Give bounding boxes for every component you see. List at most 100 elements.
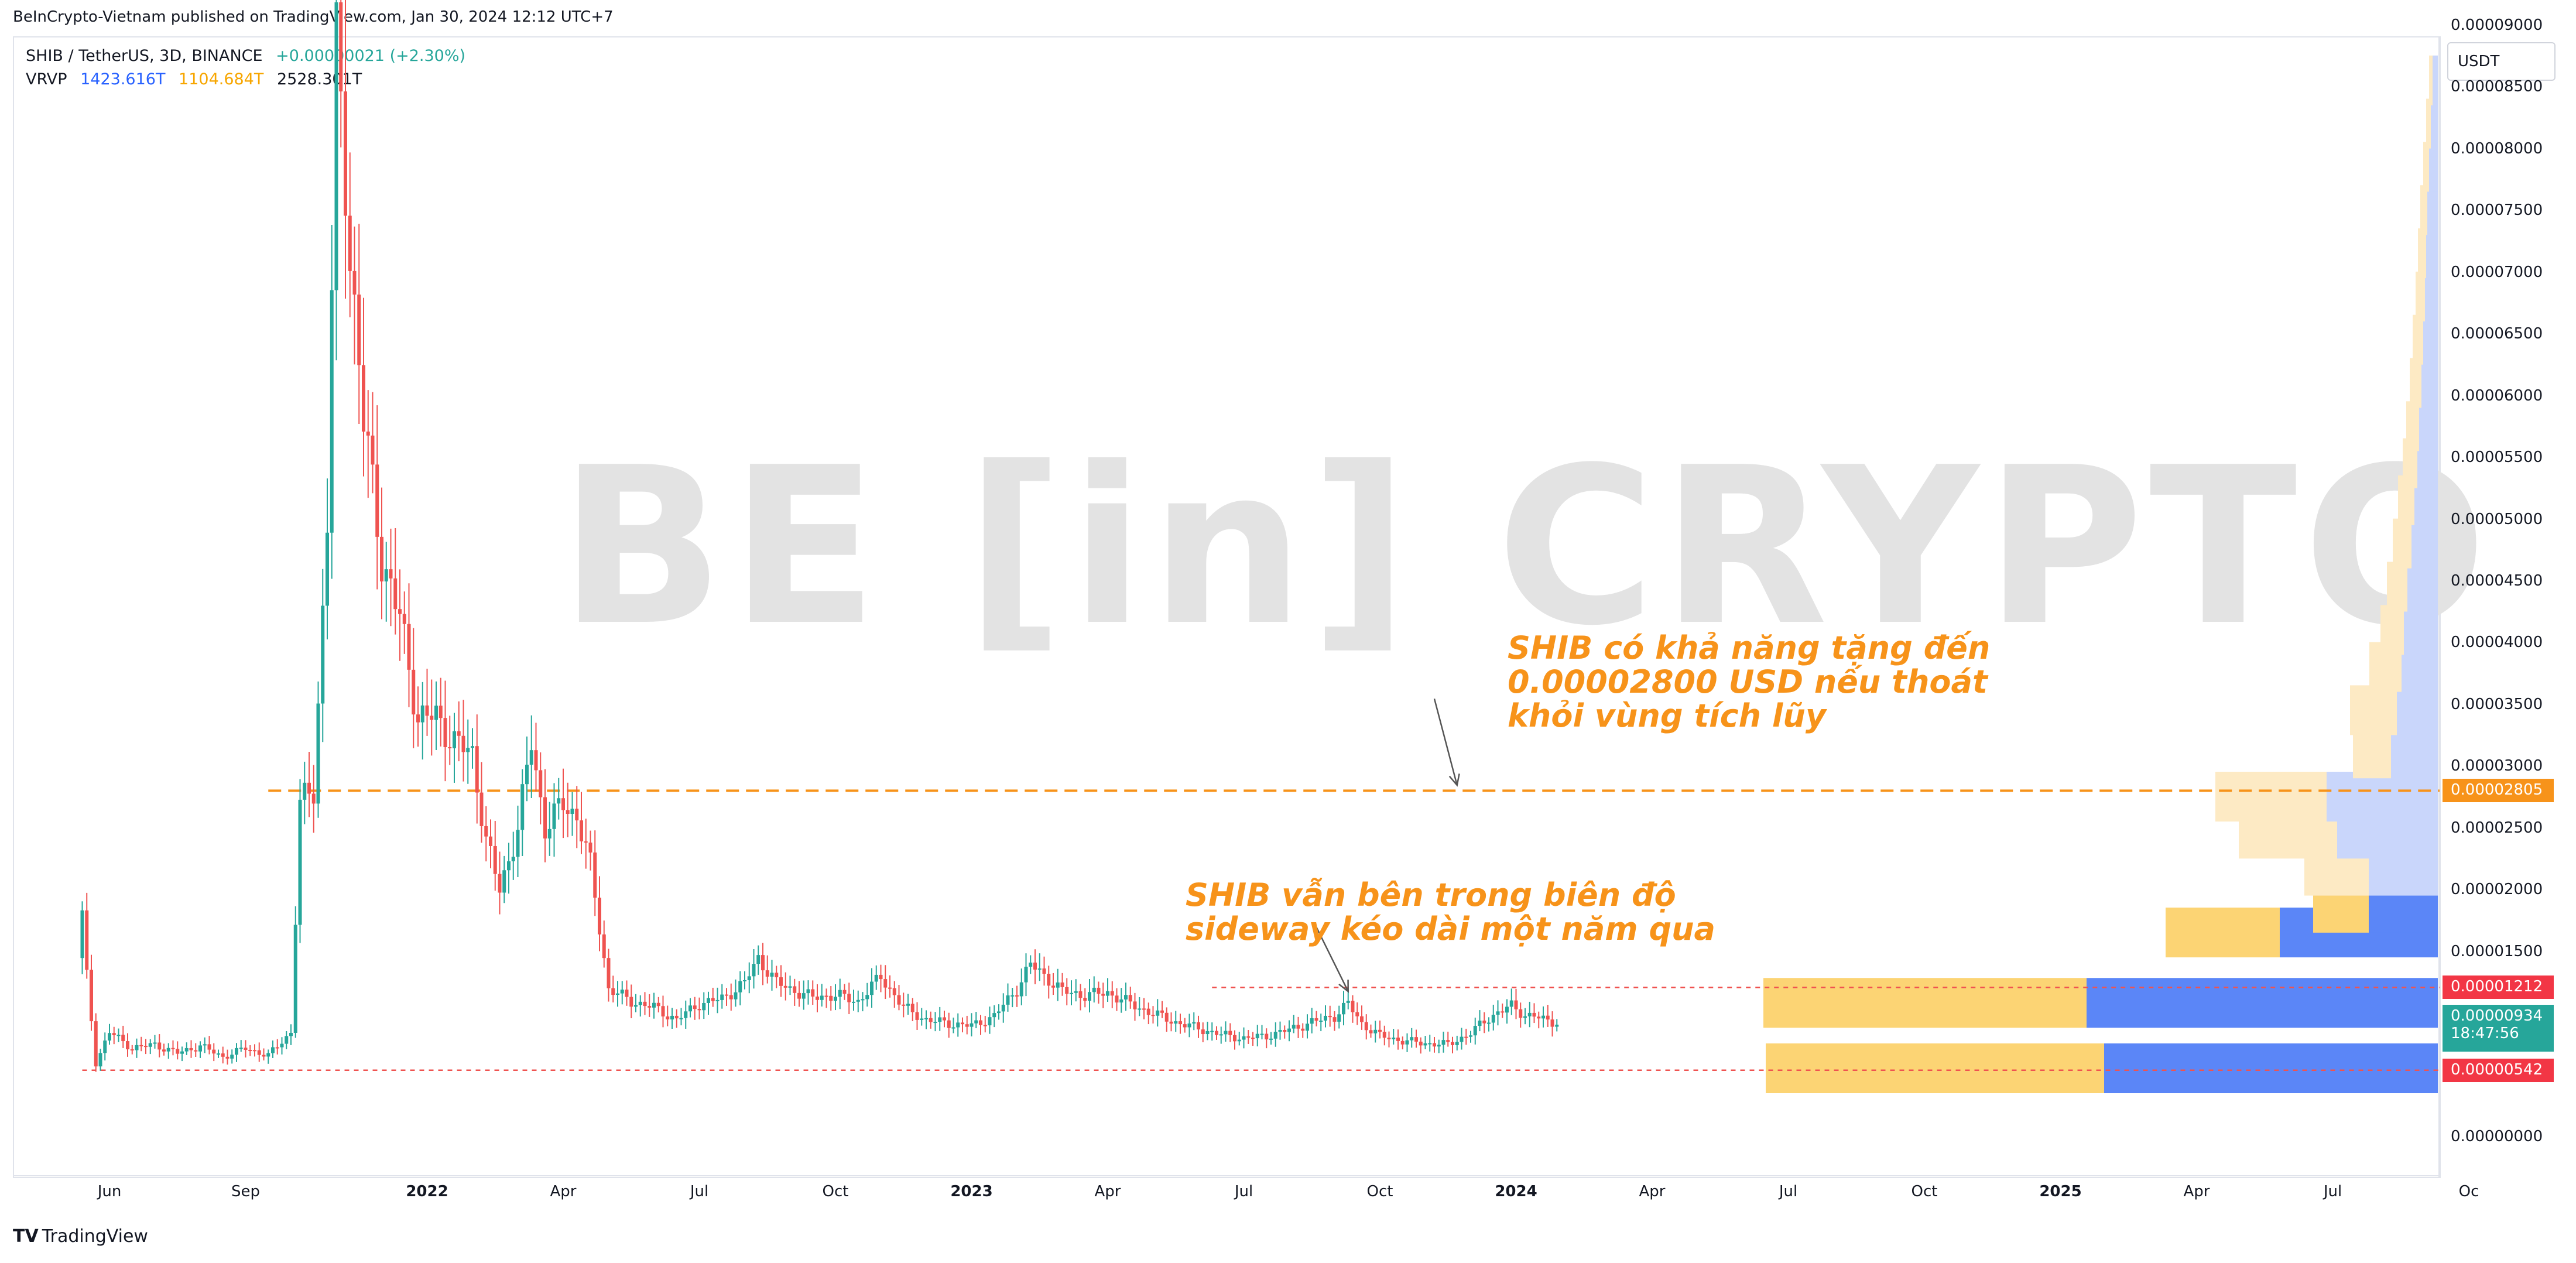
candle-body	[738, 981, 742, 992]
candle-body	[203, 1044, 207, 1045]
candle-body	[285, 1036, 288, 1043]
candle-body	[607, 958, 611, 988]
tradingview-logo-text: TradingView	[42, 1226, 148, 1247]
price-axis-tick: 0.00007000	[2451, 263, 2543, 281]
candle-body	[498, 874, 502, 893]
candle-body	[480, 793, 484, 826]
target-annotation-line: 0.00002800 USD nếu thoát	[1508, 665, 1990, 699]
candle-body	[276, 1048, 279, 1049]
candle-body	[847, 994, 851, 1002]
volume-profile-up-bar	[2433, 56, 2438, 105]
bar-countdown: 18:47:56	[2451, 1025, 2554, 1042]
candle-body	[516, 830, 520, 857]
candle-body	[235, 1048, 238, 1055]
tradingview-logo[interactable]: TV TradingView	[13, 1226, 148, 1247]
candle-body	[335, 2, 338, 290]
candle-body	[702, 1003, 705, 1010]
candle-body	[303, 783, 306, 800]
candle-body	[108, 1033, 111, 1040]
candle-body	[190, 1048, 193, 1050]
candle-body	[652, 1003, 656, 1008]
candle-body	[756, 955, 760, 964]
candle-body	[1383, 1032, 1386, 1038]
candle-body	[1097, 988, 1101, 994]
candle-body	[916, 1012, 919, 1020]
candle-body	[393, 579, 397, 609]
candle-body	[775, 973, 778, 977]
candle-body	[1406, 1040, 1409, 1045]
candle-body	[984, 1025, 987, 1026]
candle-body	[1355, 1012, 1359, 1016]
candle-body	[1437, 1045, 1441, 1046]
time-axis-tick: 2023	[950, 1183, 992, 1200]
candle-body	[1551, 1019, 1554, 1026]
candle-body	[1401, 1041, 1405, 1045]
candle-body	[1242, 1036, 1246, 1040]
candle-body	[1043, 968, 1046, 974]
candle-body	[1469, 1035, 1472, 1036]
candle-body	[938, 1017, 941, 1022]
candle-body	[1238, 1040, 1241, 1042]
candle-body	[716, 1000, 720, 1001]
candle-body	[898, 995, 901, 1004]
candle-body	[811, 990, 814, 997]
candle-body	[1183, 1024, 1187, 1027]
candle-body	[1414, 1037, 1418, 1042]
candle-body	[426, 706, 429, 716]
candle-body	[1519, 1009, 1522, 1018]
candle-body	[924, 1018, 928, 1019]
candle-body	[580, 820, 583, 841]
candle-body	[94, 1021, 98, 1066]
candle-body	[979, 1021, 982, 1025]
candle-body	[1442, 1040, 1445, 1045]
price-axis-tick: 0.00005500	[2451, 449, 2543, 466]
candle-body	[1279, 1030, 1282, 1032]
candle-body	[149, 1043, 152, 1047]
candle-body	[875, 975, 878, 982]
candle-body	[266, 1053, 270, 1057]
time-axis-tick: Oct	[1912, 1183, 1938, 1200]
candle-body	[507, 861, 511, 870]
candle-body	[344, 91, 347, 215]
candle-body	[330, 290, 334, 532]
volume-profile-down-bar	[2380, 605, 2404, 655]
volume-profile-down-bar	[2429, 56, 2433, 105]
time-axis-tick: 2022	[406, 1183, 448, 1200]
candle-body	[1074, 991, 1078, 993]
candle-body	[543, 797, 547, 838]
candle-body	[1478, 1021, 1482, 1026]
candle-body	[90, 970, 93, 1021]
candle-body	[375, 464, 379, 536]
candle-body	[1215, 1031, 1218, 1035]
candle-body	[1492, 1015, 1495, 1023]
candle-body	[1083, 998, 1087, 1001]
candle-body	[99, 1053, 102, 1066]
volume-profile-up-bar	[2427, 185, 2438, 235]
time-axis-tick: Jul	[1779, 1183, 1797, 1200]
candle-body	[1342, 1003, 1345, 1014]
candle-body	[838, 990, 842, 997]
candle-body	[112, 1033, 116, 1035]
volume-profile-up-bar	[2104, 1043, 2438, 1093]
candle-body	[648, 1006, 651, 1008]
candle-body	[639, 1002, 642, 1005]
candle-body	[180, 1052, 184, 1054]
candle-body	[675, 1016, 679, 1018]
candle-body	[843, 990, 847, 994]
volume-profile-up-bar	[2426, 228, 2438, 278]
candle-body	[348, 215, 352, 271]
candle-body	[253, 1050, 256, 1051]
candle-body	[453, 731, 456, 748]
candle-body	[1029, 963, 1032, 967]
candle-body	[444, 718, 447, 747]
candle-body	[1410, 1037, 1413, 1040]
price-axis-tick: 0.00000000	[2451, 1128, 2543, 1145]
candle-body	[961, 1022, 964, 1024]
volume-profile-down-bar	[2350, 685, 2397, 735]
candle-body	[135, 1045, 139, 1050]
candle-body	[784, 986, 787, 988]
price-axis-tick: 0.00003000	[2451, 757, 2543, 775]
candle-body	[662, 1006, 665, 1016]
candle-body	[1373, 1030, 1377, 1033]
